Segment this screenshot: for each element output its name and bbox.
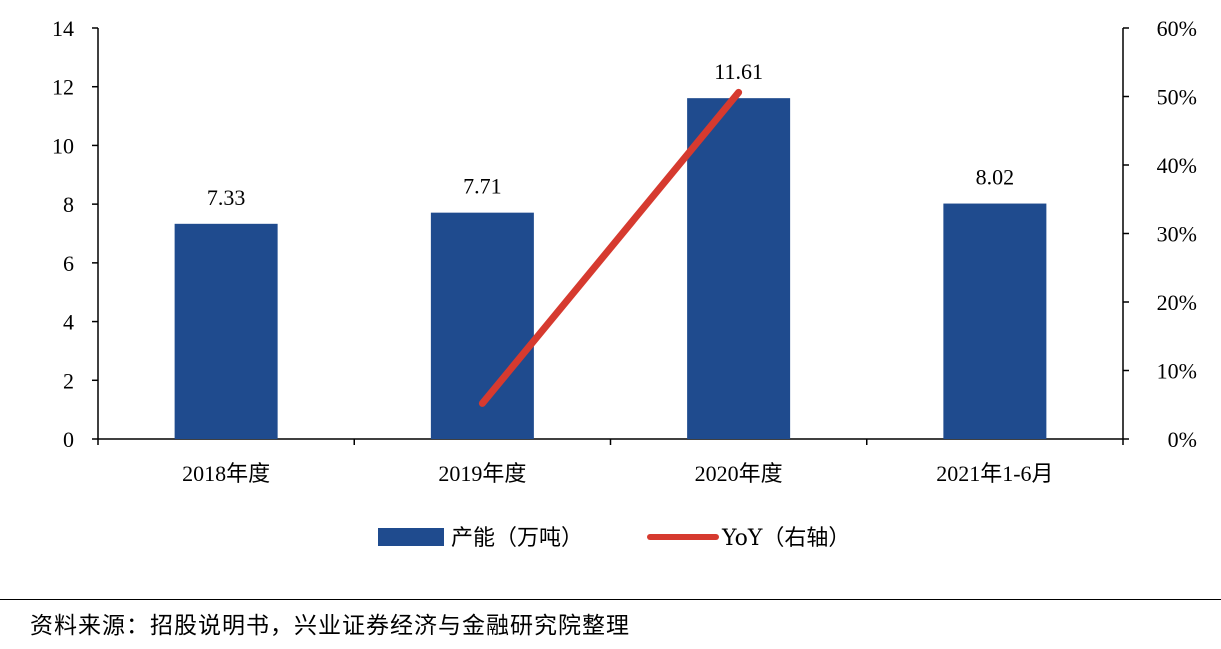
data-labels: 7.33 7.71 11.61 8.02 [207,59,1014,210]
chart: 0 2 4 6 8 10 12 14 0% 10% 20% 30% 40% 50% 60% 2018年度 201… [52,16,1197,551]
y-right-tick-label: 50% [1157,85,1197,110]
y-right-tick-label: 0% [1168,427,1197,452]
legend-label-yoy: YoY（右轴） [721,526,850,551]
axes: 0 2 4 6 8 10 12 14 0% 10% 20% 30% 40% 50% 60% 2018年度 201… [52,16,1197,486]
source-divider [0,599,1221,600]
bar-data-label: 7.33 [207,185,246,210]
yoy-series-line [478,88,743,407]
x-tick-label: 2021年1-6月 [936,461,1053,486]
y-right-tick-label: 10% [1157,359,1197,384]
y-right-tick-label: 30% [1157,222,1197,247]
y-right-tick-label: 60% [1157,16,1197,41]
bar-data-label: 7.71 [463,174,502,199]
y-left-tick-label: 10 [52,133,74,158]
y-left-tick-label: 0 [63,427,74,452]
bar-data-label: 8.02 [976,165,1015,190]
y-left-tick-label: 4 [63,310,74,335]
y-right-tick-label: 20% [1157,290,1197,315]
x-tick-label: 2020年度 [695,461,783,486]
legend: 产能（万吨） YoY（右轴） [378,526,850,551]
y-left-tick-label: 2 [63,368,74,393]
y-left-tick-label: 8 [63,192,74,217]
x-tick-label: 2019年度 [438,461,526,486]
legend-label-capacity: 产能（万吨） [451,526,583,551]
bar [943,203,1047,439]
y-right-tick-label: 40% [1157,153,1197,178]
legend-swatch-capacity [378,528,444,546]
bar [174,223,278,439]
source-note: 资料来源：招股说明书，兴业证券经济与金融研究院整理 [30,613,630,639]
y-left-tick-label: 6 [63,251,74,276]
bars [174,98,1047,439]
y-left-tick-label: 12 [52,75,74,100]
yoy-line [478,88,743,407]
x-tick-label: 2018年度 [182,461,270,486]
y-left-tick-label: 14 [52,16,74,41]
bar [687,98,791,439]
bar-data-label: 11.61 [714,59,763,84]
